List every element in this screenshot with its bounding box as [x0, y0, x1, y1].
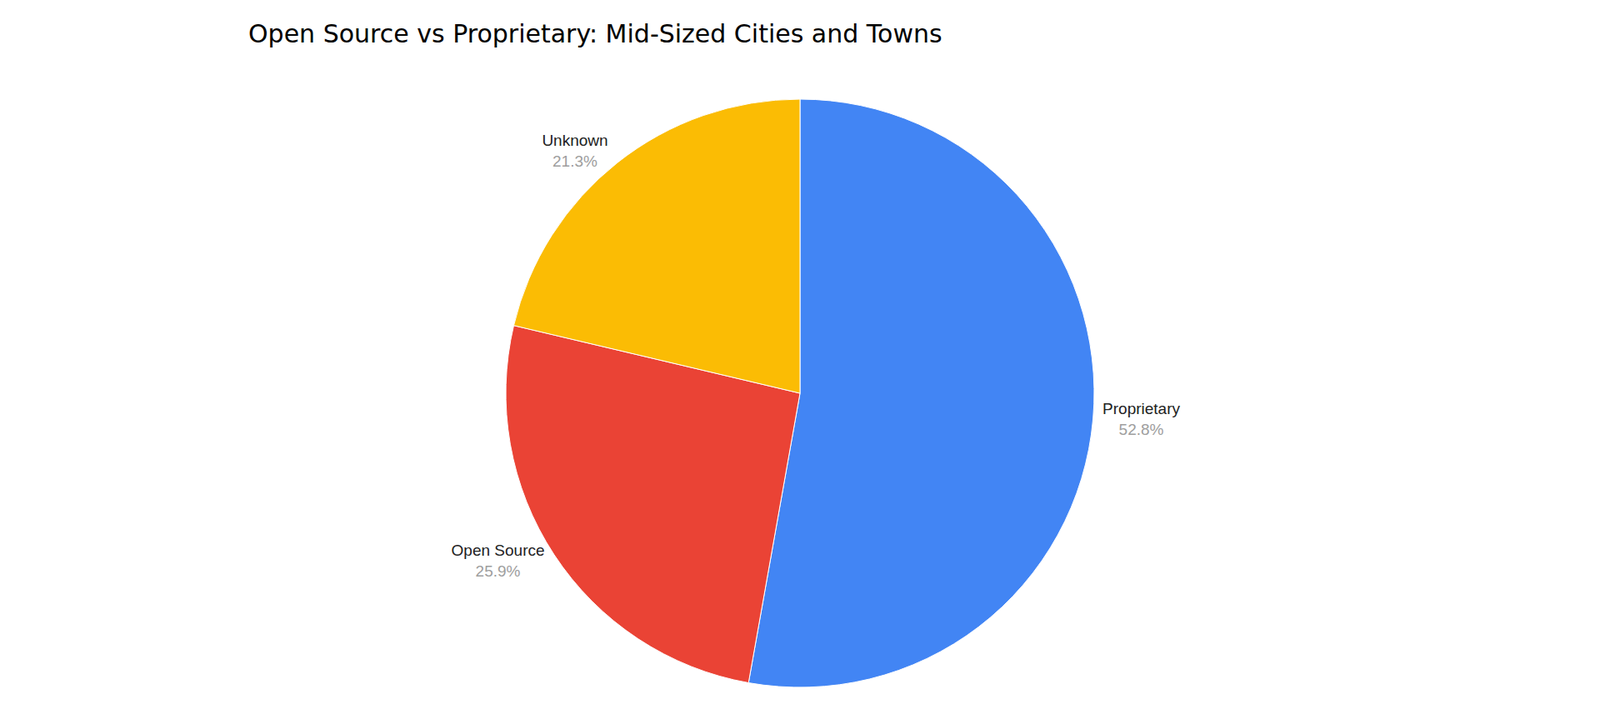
svg-text:Open Source25.9%: Open Source25.9%	[451, 541, 545, 580]
svg-text:Proprietary52.8%: Proprietary52.8%	[1102, 400, 1180, 439]
svg-text:Open Source vs Proprietary: Mi: Open Source vs Proprietary: Mid-Sized Ci…	[248, 19, 943, 49]
svg-text:Unknown21.3%: Unknown21.3%	[541, 131, 608, 170]
